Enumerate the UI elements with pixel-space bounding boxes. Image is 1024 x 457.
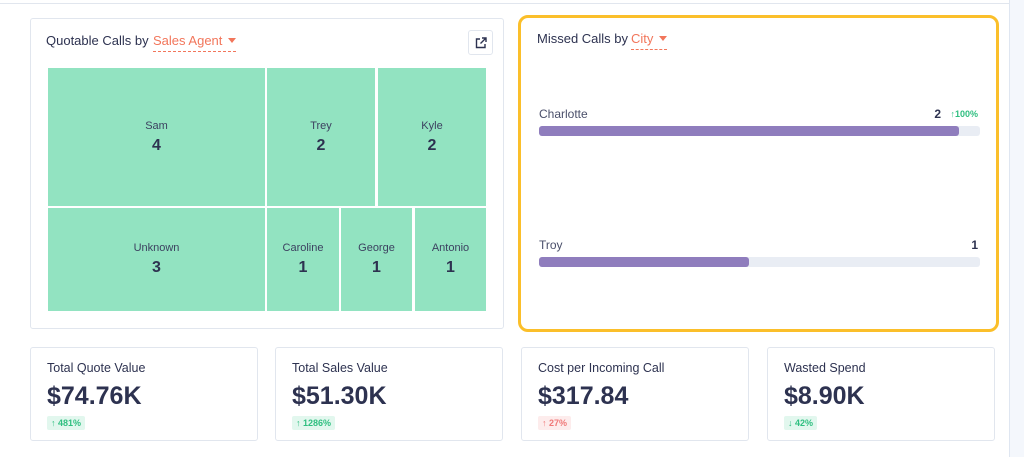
bar-label: Troy [539,238,563,252]
tile-label: Sam [145,119,168,132]
treemap-tile[interactable]: George 1 [341,208,412,311]
tile-value: 1 [298,259,308,276]
kpi-title: Cost per Incoming Call [538,361,665,375]
tile-label: Unknown [133,242,180,254]
change-badge: ↑100% [950,109,978,119]
kpi-title: Total Quote Value [47,361,146,375]
kpi-value: $8.90K [784,382,865,410]
bar-fill [539,257,749,267]
kpi-card: Wasted Spend $8.90K ↓ 42% [767,347,995,441]
kpi-value: $51.30K [292,382,387,410]
bar-value: 1 [971,238,978,252]
bar-label: Charlotte [539,107,588,121]
bar-fill [539,126,959,136]
change-badge: ↑ 27% [538,416,572,430]
change-badge: ↑ 1286% [292,416,336,430]
treemap-tile[interactable]: Trey 2 [267,68,375,206]
external-link-icon [475,36,487,48]
dimension-dropdown[interactable]: Sales Agent [153,33,237,52]
missed-calls-card: Missed Calls by City Charlotte 2 ↑100% T… [518,15,999,332]
arrow-icon: ↑ [542,418,547,428]
arrow-icon: ↑ [51,418,56,428]
dropdown-label: City [631,31,654,46]
kpi-value: $317.84 [538,382,629,410]
card-title: Quotable Calls by [46,33,149,48]
dropdown-label: Sales Agent [153,33,223,48]
bar-track [539,257,980,267]
external-link-button[interactable] [468,30,493,55]
tile-label: Trey [310,119,332,132]
tile-value: 3 [152,259,161,276]
tile-label: George [358,242,395,254]
change-badge: ↓ 42% [784,416,818,430]
arrow-icon: ↓ [788,418,793,428]
kpi-title: Total Sales Value [292,361,388,375]
kpi-card: Total Quote Value $74.76K ↑ 481% [30,347,258,441]
treemap-tile[interactable]: Unknown 3 [48,208,265,311]
treemap-tile[interactable]: Antonio 1 [415,208,486,311]
tile-value: 1 [446,259,455,276]
tile-value: 2 [427,136,437,154]
tile-label: Caroline [282,242,324,254]
tile-value: 4 [152,136,161,154]
top-divider [0,0,1010,4]
kpi-title: Wasted Spend [784,361,866,375]
kpi-card: Total Sales Value $51.30K ↑ 1286% [275,347,503,441]
bar-value: 2 [934,107,941,121]
quotable-calls-card: Quotable Calls by Sales Agent Sam 4 Trey 2 K… [30,18,504,329]
change-badge: ↑ 481% [47,416,86,430]
treemap-tile[interactable]: Sam 4 [48,68,265,206]
tile-value: 1 [372,259,381,276]
dimension-dropdown[interactable]: City [631,31,668,50]
card-title: Missed Calls by [537,31,629,46]
caret-down-icon [659,36,668,41]
arrow-icon: ↑ [296,418,301,428]
treemap-tile[interactable]: Caroline 1 [267,208,339,311]
kpi-card: Cost per Incoming Call $317.84 ↑ 27% [521,347,749,441]
tile-label: Kyle [421,119,443,132]
caret-down-icon [228,38,237,43]
kpi-value: $74.76K [47,382,142,410]
bar-track [539,126,980,136]
tile-label: Antonio [431,242,470,254]
treemap-tile[interactable]: Kyle 2 [378,68,486,206]
tile-value: 2 [316,136,326,154]
